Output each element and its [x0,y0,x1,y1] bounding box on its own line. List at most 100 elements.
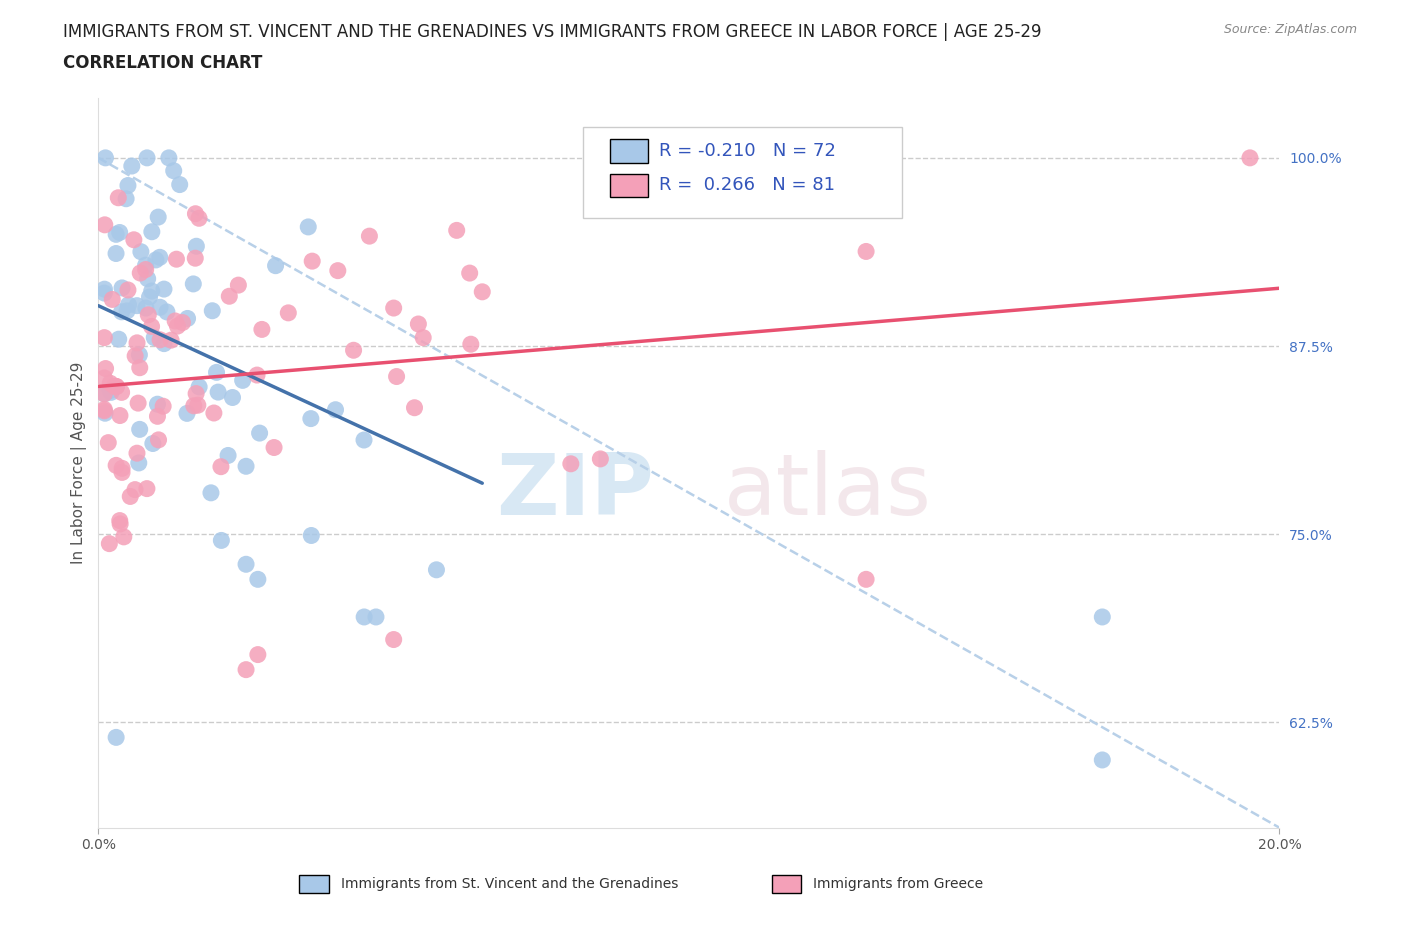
Point [110,304,132,319]
Point [136,308,159,323]
Point [110,385,132,400]
Point [105,227,128,242]
Point [235,557,257,572]
Point [404,400,426,415]
Point [97,435,120,450]
Point [94,405,117,420]
Point [169,177,191,192]
Point [425,563,447,578]
Point [125,299,148,313]
Point [129,245,152,259]
Text: ZIP: ZIP [496,450,654,534]
Point [353,609,375,624]
FancyBboxPatch shape [610,174,648,197]
Text: Source: ZipAtlas.com: Source: ZipAtlas.com [1223,23,1357,36]
Point [250,322,273,337]
Point [188,379,211,394]
Point [201,303,224,318]
Point [1091,752,1114,767]
Point [115,303,138,318]
Point [186,239,208,254]
Text: atlas: atlas [724,450,932,534]
Point [149,250,172,265]
Point [205,365,228,379]
Point [120,489,142,504]
Point [207,385,229,400]
Point [105,730,128,745]
Point [148,209,170,224]
Point [149,332,172,347]
Point [98,383,121,398]
Point [264,259,287,273]
Point [165,313,187,328]
Point [460,337,482,352]
Point [188,211,211,226]
Point [94,151,117,166]
Point [128,348,150,363]
Point [125,336,148,351]
FancyBboxPatch shape [582,126,901,219]
Point [143,330,166,345]
Point [138,289,160,304]
Point [105,458,128,472]
Point [98,376,121,391]
Point [152,399,174,414]
Text: Immigrants from Greece: Immigrants from Greece [813,877,983,891]
Point [385,369,408,384]
Point [855,572,877,587]
Point [382,632,405,647]
Point [100,385,122,400]
Point [93,387,115,402]
Point [148,432,170,447]
Point [129,266,152,281]
Point [124,482,146,497]
Point [115,192,138,206]
Point [93,282,115,297]
Point [128,456,150,471]
Point [246,572,269,587]
Point [301,254,323,269]
Point [412,330,434,345]
Point [160,333,183,348]
Point [93,404,115,418]
Point [249,426,271,441]
Point [146,409,169,424]
Text: IMMIGRANTS FROM ST. VINCENT AND THE GRENADINES VS IMMIGRANTS FROM GREECE IN LABO: IMMIGRANTS FROM ST. VINCENT AND THE GREN… [63,23,1042,41]
Point [142,436,165,451]
Point [408,316,430,331]
Text: R = -0.210   N = 72: R = -0.210 N = 72 [659,142,837,160]
Point [108,513,131,528]
Point [263,440,285,455]
Point [166,319,188,334]
Point [589,451,612,466]
Point [107,332,129,347]
Point [111,465,134,480]
Point [176,311,198,325]
Point [157,151,180,166]
Point [128,360,150,375]
Point [184,251,207,266]
Point [156,304,179,319]
Point [108,516,131,531]
FancyBboxPatch shape [772,875,801,894]
Point [364,609,387,624]
Point [125,445,148,460]
Point [94,361,117,376]
Point [128,422,150,437]
Point [326,263,349,278]
Point [124,349,146,364]
Point [103,379,125,393]
Point [153,336,176,351]
Point [176,405,198,420]
Point [181,276,204,291]
Point [117,298,139,312]
Point [146,397,169,412]
Point [209,533,232,548]
Point [446,223,468,238]
Point [299,528,322,543]
Point [202,405,225,420]
Point [108,408,131,423]
Point [93,402,115,417]
Point [183,398,205,413]
Point [163,164,186,179]
